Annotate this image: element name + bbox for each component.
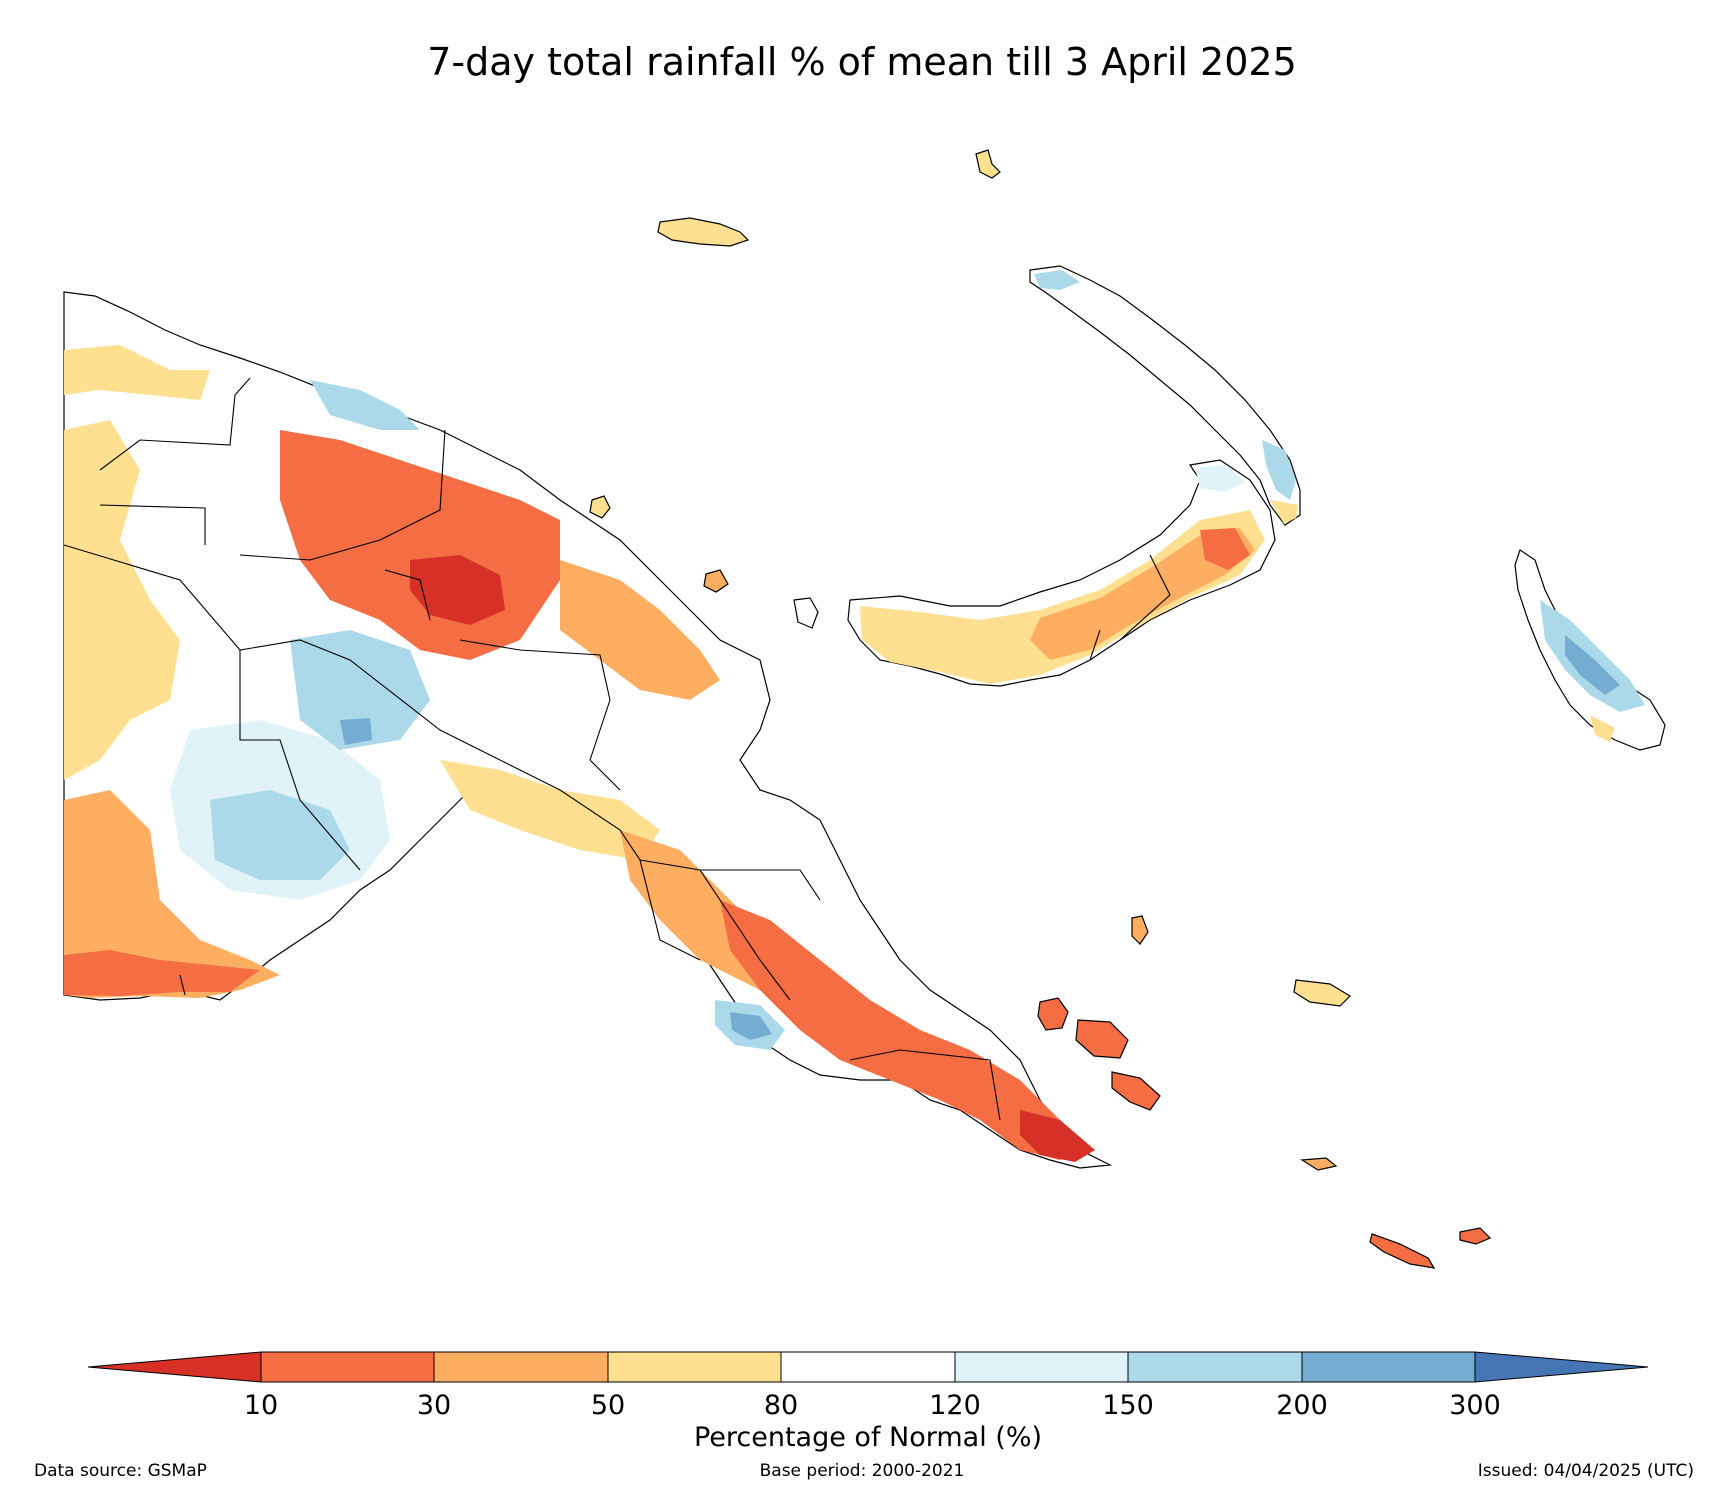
contour-30-50-madang (560, 560, 720, 700)
rainfall-map (63, 149, 1666, 1269)
colorbar-50-80 (607, 1351, 782, 1383)
contour-below-10-highlands (410, 555, 505, 625)
tick-label: 200 (1276, 1390, 1328, 1421)
goodenough-island (1037, 997, 1069, 1031)
contour-150-200-new-ireland-south (1262, 440, 1296, 500)
contour-150-200-western (210, 790, 350, 880)
umboi-island (793, 597, 819, 629)
contour-10-30-owen-stanley (720, 900, 1090, 1160)
misima-island (1300, 1157, 1338, 1171)
contour-150-200-new-ireland (1034, 270, 1080, 290)
rossel-island (1459, 1227, 1492, 1245)
issued-note: Issued: 04/04/2025 (UTC) (1477, 1461, 1694, 1481)
colorbar-80-120 (780, 1351, 956, 1383)
contour-30-50-southwest (64, 790, 280, 998)
manus-landmass (657, 217, 750, 247)
contour-120-150-gazelle-top (1195, 465, 1245, 492)
contour-150-200-north-coast (310, 380, 420, 430)
contour-150-200-bougainville (1540, 600, 1645, 712)
contour-50-80-west (64, 420, 180, 780)
tick-label: 30 (417, 1390, 451, 1421)
milne-bay-islands (1037, 915, 1492, 1269)
colorbar-150-200 (1127, 1351, 1303, 1383)
colorbar-120-150 (954, 1351, 1129, 1383)
contour-30-50-new-britain (1030, 528, 1255, 660)
tick-label: 300 (1449, 1390, 1501, 1421)
tick-label: 50 (591, 1390, 625, 1421)
sudest-island (1369, 1233, 1436, 1269)
new-ireland-landmass (1029, 265, 1301, 526)
base-period-note: Base period: 2000-2021 (759, 1461, 965, 1481)
woodlark-island (1293, 979, 1351, 1007)
tick-label: 150 (1102, 1390, 1154, 1421)
north-coast-islands (589, 495, 819, 629)
new-ireland (1029, 265, 1301, 526)
colorbar-200-300 (1301, 1351, 1476, 1383)
contour-10-30-southwest-coast (64, 950, 260, 996)
bougainville (1514, 549, 1666, 751)
colorbar-10-30 (260, 1351, 435, 1383)
manus-island (657, 217, 750, 247)
contour-10-30-gazelle (1200, 528, 1250, 570)
contour-200-300-spot (340, 718, 372, 745)
contour-200-300-port-moresby (730, 1012, 772, 1040)
mussau-island (975, 149, 1001, 179)
data-source-note: Data source: GSMaP (34, 1461, 207, 1481)
mussau-landmass (975, 149, 1001, 179)
tick-label: 80 (764, 1390, 798, 1421)
colorbar-above-300 (1474, 1351, 1649, 1383)
contour-50-80-north-coast (64, 345, 210, 400)
mainland-png (63, 291, 1113, 1169)
karkar-island (589, 495, 611, 519)
long-island (703, 569, 729, 593)
contour-50-80-bougainville-south (1590, 715, 1615, 742)
colorbar-below-10 (87, 1351, 262, 1383)
province-boundaries (63, 377, 1001, 1121)
new-britain-boundary (1089, 554, 1171, 661)
colorbar-segments (87, 1351, 1649, 1383)
map-title: 7-day total rainfall % of mean till 3 Ap… (427, 40, 1297, 84)
new-britain (847, 459, 1276, 687)
colorbar: 10 30 50 80 120 150 200 300 Percentage o… (87, 1351, 1649, 1453)
colorbar-label: Percentage of Normal (%) (694, 1422, 1042, 1453)
contour-50-80-new-britain (860, 510, 1265, 684)
tick-label: 10 (244, 1390, 278, 1421)
normanby-island (1111, 1071, 1161, 1111)
contour-below-10-milne-bay (1020, 1110, 1095, 1162)
colorbar-ticks: 10 30 50 80 120 150 200 300 (244, 1390, 1501, 1421)
colorbar-30-50 (433, 1351, 609, 1383)
contour-50-80-gulf (440, 760, 660, 860)
fergusson-island (1075, 1019, 1129, 1059)
contour-200-300-bougainville (1565, 635, 1620, 695)
tick-label: 120 (929, 1390, 981, 1421)
contour-150-200-southern-highlands (290, 630, 430, 750)
trobriand-island (1131, 915, 1149, 945)
contour-50-80-new-ireland-tip (1270, 500, 1298, 524)
